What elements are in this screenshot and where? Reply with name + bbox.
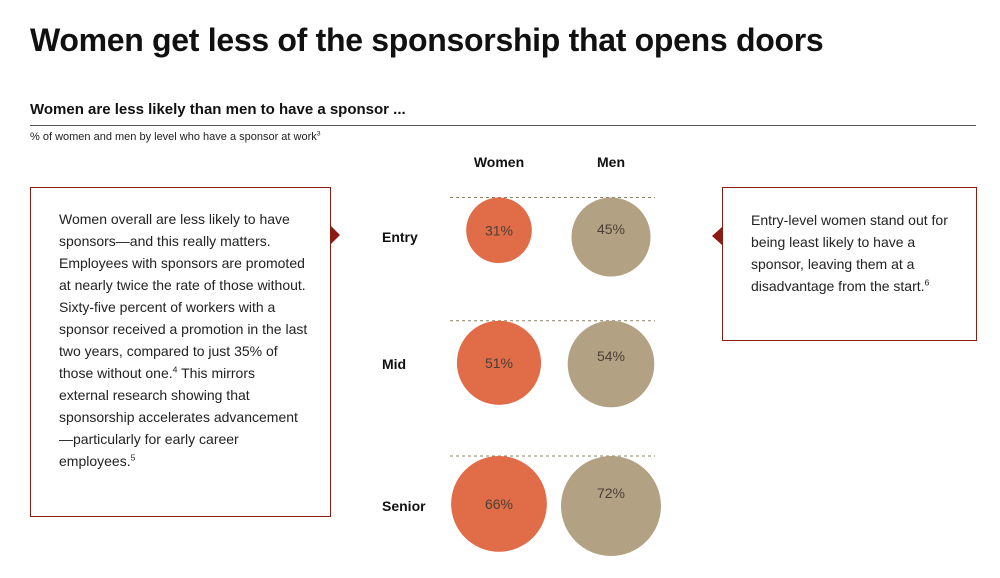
footnote-ref: 3 [316, 130, 321, 138]
series-header-women: Women [474, 154, 524, 170]
data-label: 54% [597, 348, 625, 364]
footnote-ref: 5 [130, 452, 136, 463]
bubble-women-senior [451, 456, 547, 552]
data-label: 45% [597, 221, 625, 237]
callout-left-text: This mirrors external research showing t… [59, 365, 298, 469]
chart-note: % of women and men by level who have a s… [30, 130, 321, 143]
data-label: 72% [597, 485, 625, 501]
chart-subtitle: Women are less likely than men to have a… [30, 101, 406, 118]
data-label: 51% [485, 355, 513, 371]
callout-left-pointer [331, 226, 340, 244]
callout-left: Women overall are less likely to have sp… [30, 187, 331, 517]
bubble-men-mid [567, 320, 655, 408]
series-header-men: Men [597, 154, 625, 170]
bubble-women-mid [456, 320, 542, 405]
chart-note-text: % of women and men by level who have a s… [30, 131, 317, 143]
row-label-entry: Entry [382, 229, 418, 245]
bubble-men-senior [561, 456, 661, 556]
footnote-ref: 4 [172, 364, 178, 375]
bubble-women-entry [466, 197, 532, 264]
page-title: Women get less of the sponsorship that o… [30, 22, 824, 58]
callout-right-text: Entry-level women stand out for being le… [751, 212, 948, 294]
row-label-senior: Senior [382, 498, 426, 514]
callout-right: Entry-level women stand out for being le… [722, 187, 977, 341]
callout-left-text: Women overall are less likely to have sp… [59, 211, 308, 381]
footnote-ref: 6 [924, 277, 930, 288]
bubble-men-entry [571, 197, 651, 277]
data-label: 31% [485, 222, 513, 238]
divider-rule [30, 125, 976, 126]
callout-right-pointer [712, 227, 722, 245]
data-label: 66% [485, 496, 513, 512]
row-label-mid: Mid [382, 356, 406, 372]
